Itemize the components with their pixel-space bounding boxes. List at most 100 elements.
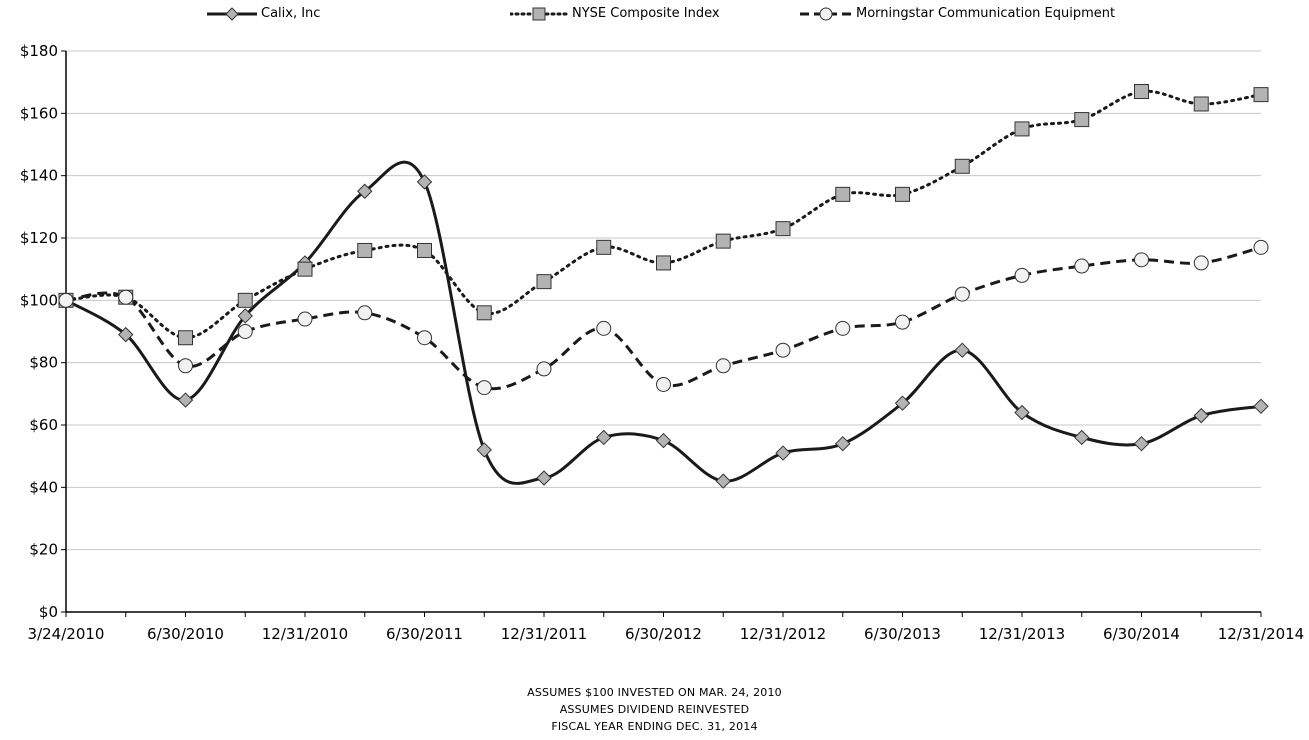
x-tick-label-5: 6/30/2012 xyxy=(625,625,702,643)
y-tick-label-180: $180 xyxy=(20,42,58,60)
data-point-s0-19 xyxy=(1193,407,1209,424)
series-markers xyxy=(58,84,1269,489)
y-tick-label-80: $80 xyxy=(29,354,58,372)
footnotes: ASSUMES $100 INVESTED ON MAR. 24, 2010 A… xyxy=(0,684,1309,735)
x-tick-label-1: 6/30/2010 xyxy=(147,625,224,643)
data-point-s2-2 xyxy=(178,358,193,374)
data-point-s0-9 xyxy=(596,429,612,446)
legend-item-calix: Calix, Inc xyxy=(207,6,320,21)
data-point-s2-14 xyxy=(895,314,910,330)
data-point-s0-6 xyxy=(416,174,433,190)
data-point-s1-8 xyxy=(536,274,552,290)
axes xyxy=(65,51,1261,613)
data-point-s2-19 xyxy=(1193,255,1209,271)
data-point-s2-10 xyxy=(656,376,671,392)
x-tick-label-7: 6/30/2013 xyxy=(864,625,941,643)
legend-dashed-circle-icon xyxy=(800,7,852,20)
data-point-s1-5 xyxy=(357,242,373,258)
y-tick-label-160: $160 xyxy=(20,104,58,122)
data-point-s1-6 xyxy=(417,242,432,258)
y-tick-label-40: $40 xyxy=(29,478,58,496)
y-axis-ticks: $0 $20 $40 $60 $80 $100 $120 $140 $160 $180 xyxy=(20,42,66,621)
data-point-s0-16 xyxy=(1014,404,1030,421)
legend: Calix, Inc NYSE Composite Index Mornings… xyxy=(0,6,1309,30)
data-point-s2-20 xyxy=(1253,239,1269,255)
data-point-s1-16 xyxy=(1014,121,1030,137)
data-point-s1-7 xyxy=(476,305,492,321)
data-point-s0-2 xyxy=(177,392,194,408)
data-point-s1-3 xyxy=(237,292,253,308)
grid-lines xyxy=(66,50,1261,551)
data-point-s2-5 xyxy=(357,305,373,321)
data-point-s1-17 xyxy=(1074,112,1090,128)
legend-item-nyse: NYSE Composite Index xyxy=(510,6,720,21)
legend-label-morningstar: Morningstar Communication Equipment xyxy=(856,6,1116,21)
data-point-s0-10 xyxy=(655,432,672,449)
legend-solid-diamond-icon xyxy=(207,6,257,21)
x-tick-label-9: 6/30/2014 xyxy=(1103,625,1180,643)
data-point-s1-2 xyxy=(178,330,193,346)
data-point-s2-13 xyxy=(835,320,851,336)
data-point-s1-10 xyxy=(656,255,671,271)
data-point-s2-11 xyxy=(715,358,731,374)
data-point-s0-8 xyxy=(536,470,552,486)
legend-label-calix: Calix, Inc xyxy=(261,6,321,21)
data-point-s1-13 xyxy=(835,186,851,202)
x-tick-label-8: 12/31/2013 xyxy=(979,625,1065,643)
data-point-s1-4 xyxy=(297,261,313,277)
data-point-s2-15 xyxy=(954,286,970,302)
data-point-s2-0 xyxy=(58,292,74,308)
data-point-s0-1 xyxy=(118,326,134,343)
data-point-s1-12 xyxy=(775,221,791,237)
data-point-s2-1 xyxy=(118,289,134,305)
data-point-s2-16 xyxy=(1014,267,1030,283)
data-point-s0-15 xyxy=(954,342,970,358)
data-point-s0-5 xyxy=(357,183,373,199)
legend-label-nyse: NYSE Composite Index xyxy=(572,6,720,21)
data-point-s2-7 xyxy=(476,380,492,396)
y-tick-label-120: $120 xyxy=(20,229,58,247)
data-point-s2-8 xyxy=(536,361,552,377)
data-point-s0-11 xyxy=(715,473,731,489)
data-point-s1-11 xyxy=(715,233,731,249)
data-point-s0-3 xyxy=(237,308,253,324)
data-point-s0-18 xyxy=(1133,435,1150,452)
data-point-s2-3 xyxy=(237,324,253,339)
data-point-s0-17 xyxy=(1074,429,1090,446)
y-tick-label-0: $0 xyxy=(39,603,58,621)
y-tick-label-20: $20 xyxy=(29,541,58,559)
data-point-s1-15 xyxy=(954,158,970,174)
footnote-dividend: ASSUMES DIVIDEND REINVESTED xyxy=(559,703,750,716)
data-point-s1-14 xyxy=(895,186,910,202)
x-tick-label-4: 12/31/2011 xyxy=(501,625,587,643)
data-point-s1-19 xyxy=(1193,96,1209,112)
data-point-s1-20 xyxy=(1253,87,1269,103)
x-tick-label-0: 3/24/2010 xyxy=(28,625,105,643)
data-point-s2-4 xyxy=(297,311,313,327)
x-tick-label-2: 12/31/2010 xyxy=(262,625,348,643)
data-point-s2-9 xyxy=(596,320,612,336)
data-point-s0-7 xyxy=(476,442,492,458)
data-point-s1-9 xyxy=(596,239,612,255)
data-point-s0-13 xyxy=(835,435,851,452)
legend-dotted-square-icon xyxy=(510,7,568,20)
x-tick-label-6: 12/31/2012 xyxy=(740,625,826,643)
data-point-s0-12 xyxy=(775,445,791,461)
data-point-s1-18 xyxy=(1134,84,1149,100)
y-tick-label-140: $140 xyxy=(20,167,58,185)
y-tick-label-60: $60 xyxy=(29,416,58,434)
footnote-fiscal-year: FISCAL YEAR ENDING DEC. 31, 2014 xyxy=(551,720,758,733)
x-tick-label-10: 12/31/2014 xyxy=(1218,625,1304,643)
footnote-investment: ASSUMES $100 INVESTED ON MAR. 24, 2010 xyxy=(527,686,782,699)
data-point-s2-12 xyxy=(775,342,791,358)
x-axis-ticks: 3/24/2010 6/30/2010 12/31/2010 6/30/2011 12/… xyxy=(28,612,1304,643)
data-point-s2-6 xyxy=(417,330,432,346)
data-point-s0-14 xyxy=(894,395,911,411)
line-chart: $0 $20 $40 $60 $80 $100 $120 $140 $160 $180 3/24/… xyxy=(20,42,1304,643)
y-tick-label-100: $100 xyxy=(20,291,58,309)
data-point-s2-17 xyxy=(1074,258,1090,274)
legend-item-morningstar: Morningstar Communication Equipment xyxy=(800,6,1115,21)
x-tick-label-3: 6/30/2011 xyxy=(386,625,463,643)
data-point-s0-20 xyxy=(1253,398,1269,415)
data-point-s2-18 xyxy=(1134,252,1149,268)
